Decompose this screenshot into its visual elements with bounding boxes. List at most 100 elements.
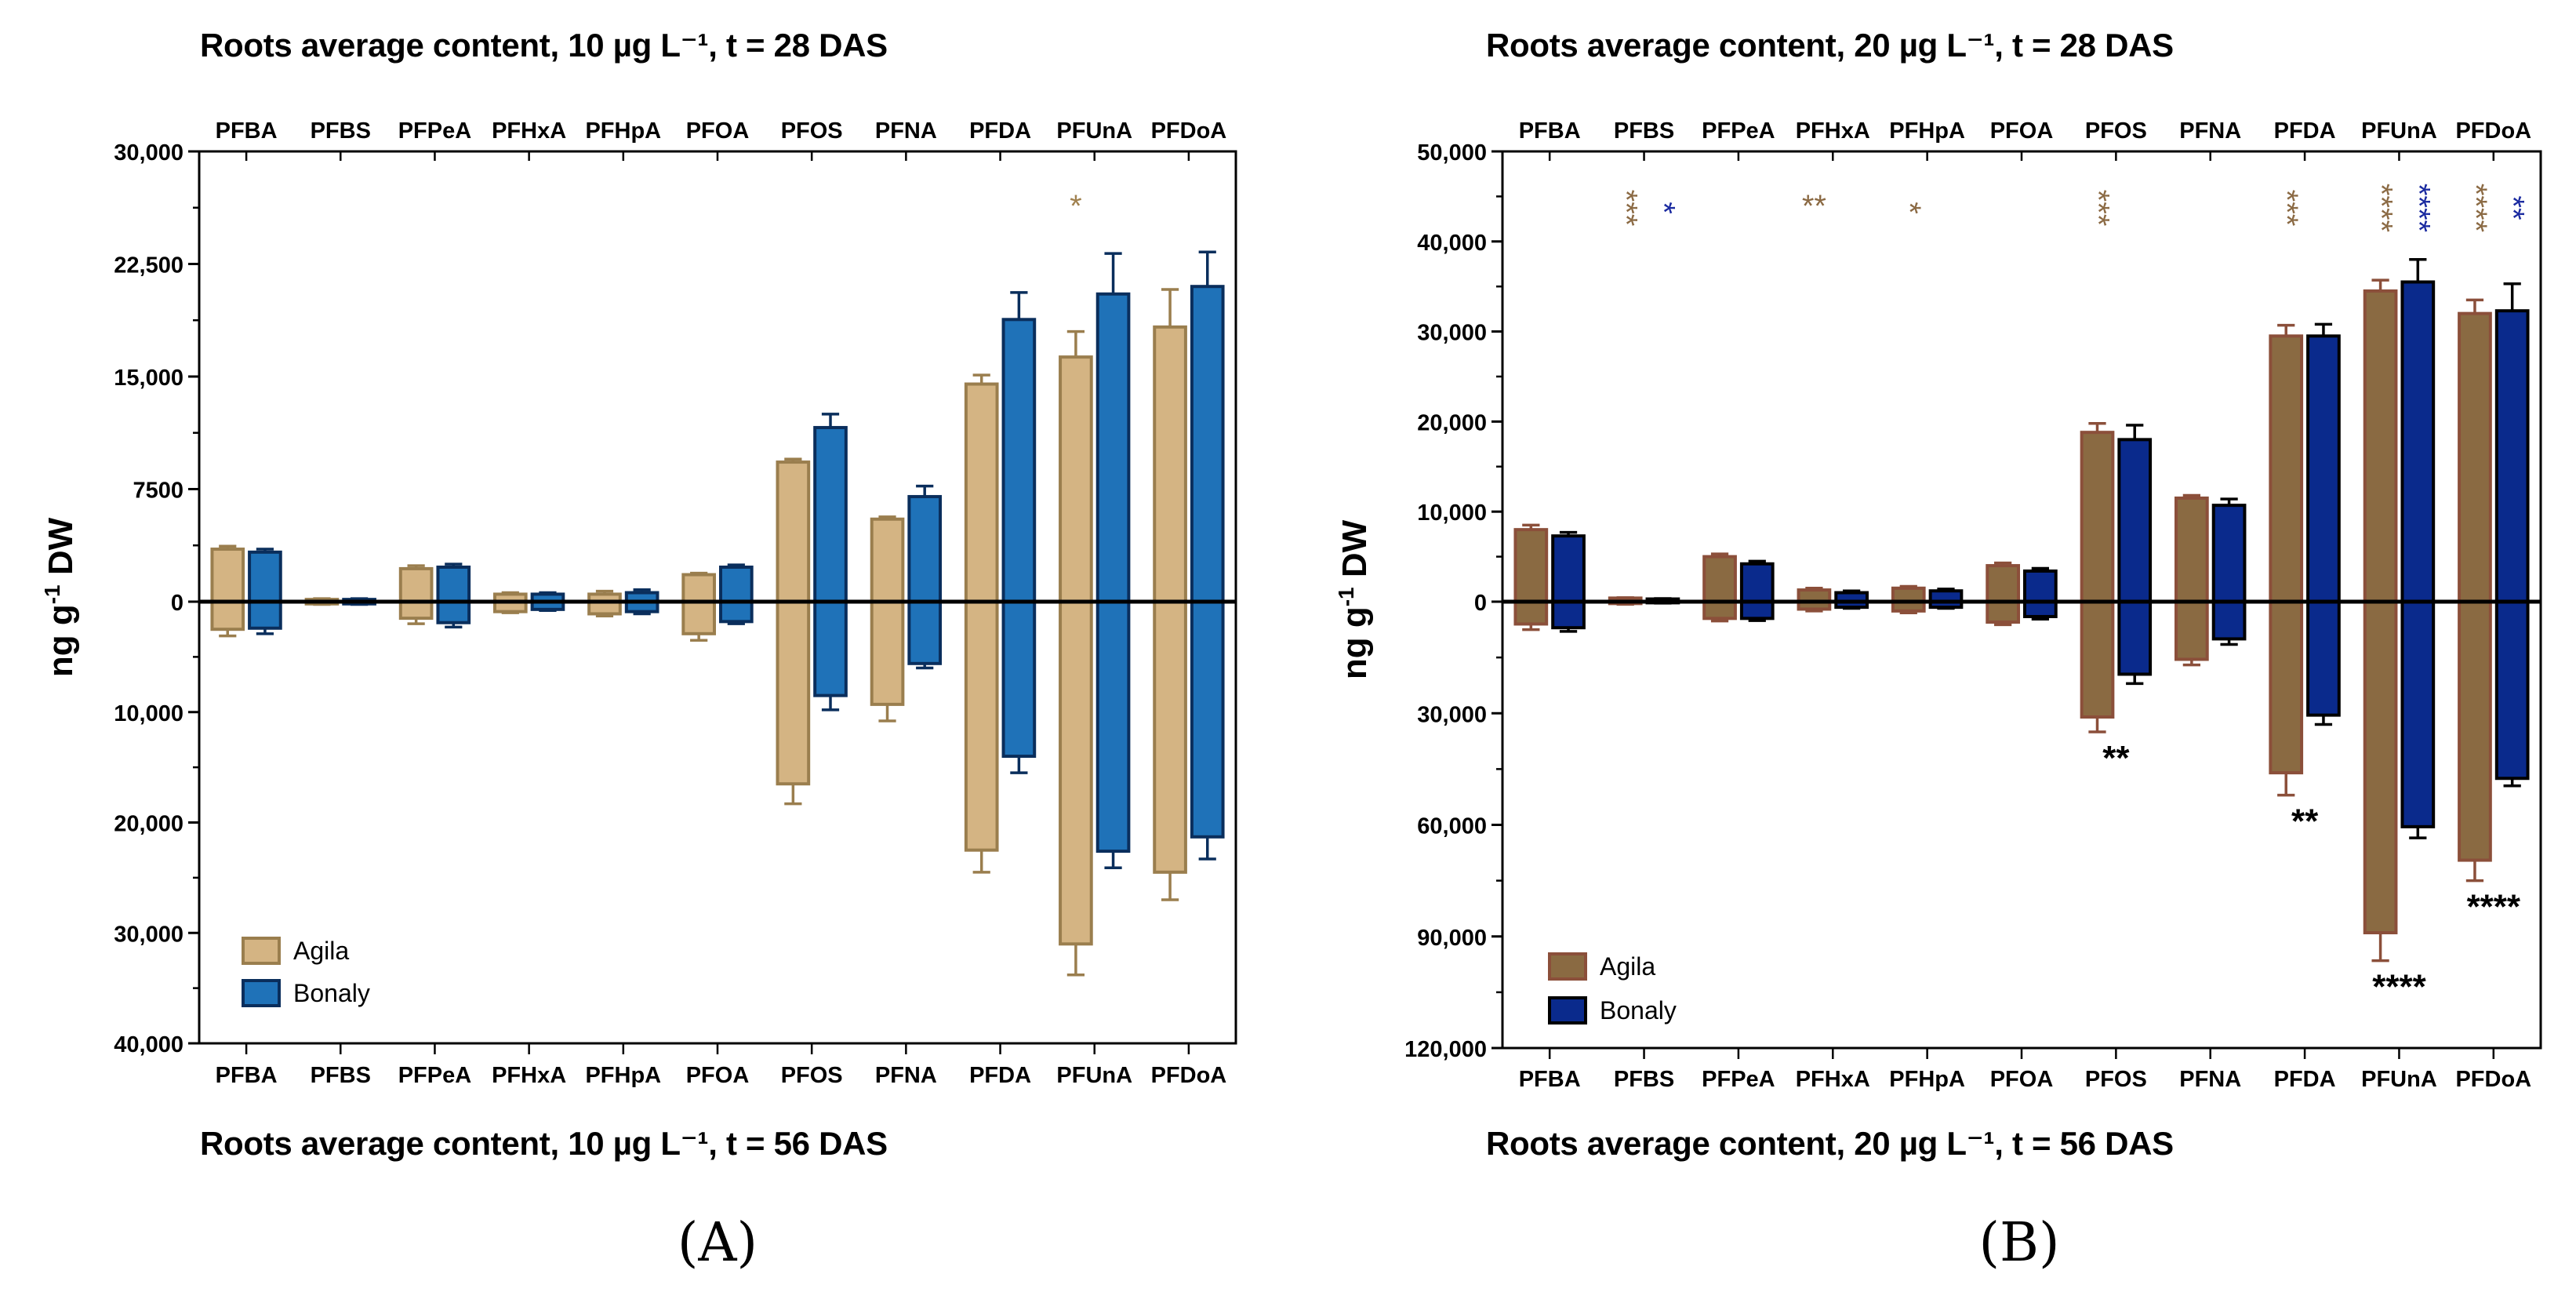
bar-bottom [2023,600,2058,618]
significance-star: ** [1802,189,1826,224]
bar-bottom [398,600,434,621]
bar-top [2080,431,2115,604]
bar-top [719,565,754,604]
chart-b-series-agila [1513,278,2492,963]
bar-bottom [2211,600,2247,641]
category-label-bottom: PFOA [1990,1067,2054,1092]
category-label-top: PFHpA [585,118,661,144]
category-label-top: PFBA [216,118,278,144]
category-label-bottom: PFHpA [1889,1067,1965,1092]
significance-star: * [1646,202,1680,214]
category-label-top: PFHxA [1796,118,1870,144]
chart-b: 0 10,000 20,000 30,000 40,000 50,000 30,000 60,… [1334,118,2542,1092]
ylabel-sup: -1 [40,584,64,604]
significance-star: ** [2496,195,2531,220]
bar-top [2458,311,2492,603]
category-label-bottom: PFDA [969,1063,1031,1088]
bar-top [1551,534,1586,603]
bar-top [2269,334,2304,603]
ylabel-rest: DW [42,517,80,584]
category-label-top: PFPeA [398,118,472,144]
category-label-top: PFNA [2179,118,2241,144]
category-label-bottom: PFHpA [585,1063,661,1088]
y-tick-label: 20,000 [1417,410,1487,435]
bar-top [1891,586,1926,604]
bar-bottom [681,600,717,635]
bar-top [2363,289,2398,603]
significance-star: **** [2401,184,2436,232]
bar-top [2117,438,2153,603]
significance-star: ** [2291,802,2319,841]
bar-bottom [2117,600,2153,676]
panel-b-title-top: Roots average content, 20 µg L⁻¹, t = 28… [1486,27,2174,64]
y-tick-label: 7500 [133,479,183,504]
legend-label: Bonaly [1600,996,1677,1025]
bar-top [2211,504,2247,603]
bar-top [1513,528,1549,603]
bar-bottom [436,600,471,624]
chart-a: 0 7500 15,000 22,500 30,000 10,000 20,000 30,00… [40,118,1237,1088]
bar-top [248,550,282,603]
bar-bottom [1001,600,1037,759]
y-tick-label: 60,000 [1417,814,1487,839]
bar-bottom [2080,600,2115,719]
y-tick-label: 15,000 [114,366,183,391]
category-label-top: PFDA [969,118,1031,144]
bar-top [907,495,943,603]
category-label-top: PFBS [1614,118,1674,144]
category-label-bottom: PFNA [2179,1067,2241,1092]
y-tick-label: 0 [1474,591,1487,616]
panel-a-title-bottom: Roots average content, 10 µg L⁻¹, t = 56… [200,1125,888,1162]
y-tick-label: 50,000 [1417,140,1487,166]
category-label-bottom: PFBS [1614,1067,1674,1092]
category-label-bottom: PFBA [216,1063,278,1088]
significance-star: *** [2269,190,2304,227]
panel-a-letter: (A) [677,1212,758,1274]
category-label-bottom: PFOA [686,1063,750,1088]
bar-top [1001,318,1037,603]
bar-bottom [1986,600,2021,624]
legend-swatch [242,979,281,1007]
bar-bottom [1513,600,1549,626]
bar-bottom [907,600,943,665]
category-label-top: PFOS [781,118,843,144]
category-label-top: PFOA [1990,118,2054,144]
significance-star: * [1892,202,1927,214]
category-label-bottom: PFNA [875,1063,937,1088]
category-label-top: PFDA [2274,118,2336,144]
bar-top [1095,292,1131,603]
chart-b-ylabel: ng g-1 DW [1334,519,1374,679]
bar-top [870,517,905,603]
y-tick-label: 0 [171,591,183,616]
y-tick-label: 30,000 [1417,321,1487,346]
legend-swatch [1548,996,1587,1025]
bar-top [2023,569,2058,604]
significance-star: ** [2102,739,2130,777]
category-label-top: PFDoA [2455,118,2531,144]
significance-star: **** [2467,888,2521,926]
chart-b-y-axis: 0 10,000 20,000 30,000 40,000 50,000 30,000 60,… [1404,140,1502,1062]
chart-a-annotations: * [1070,189,1082,224]
category-label-bottom: PFOS [2085,1067,2147,1092]
bar-top [2494,309,2530,603]
ylabel-main: ng g [1335,606,1374,679]
category-label-bottom: PFDoA [1151,1063,1227,1088]
category-label-top: PFBS [311,118,371,144]
bar-top [2175,496,2209,603]
legend-label: Agila [1600,952,1655,981]
category-label-top: PFUnA [2361,118,2437,144]
category-label-bottom: PFDA [2274,1067,2336,1092]
bar-bottom [870,600,905,706]
bar-bottom [1702,600,1737,621]
category-label-bottom: PFHxA [492,1063,566,1088]
ylabel-rest: DW [1335,519,1374,587]
y-tick-label: 10,000 [1417,500,1487,526]
bar-bottom [1739,600,1775,621]
category-label-top: PFUnA [1056,118,1132,144]
panel-b: Roots average content, 20 µg L⁻¹, t = 28… [1286,0,2576,1292]
category-label-bottom: PFBS [311,1063,371,1088]
bar-bottom [1095,600,1131,853]
bar-bottom [2269,600,2304,775]
category-label-bottom: PFPeA [398,1063,472,1088]
y-tick-label: 22,500 [114,253,183,278]
